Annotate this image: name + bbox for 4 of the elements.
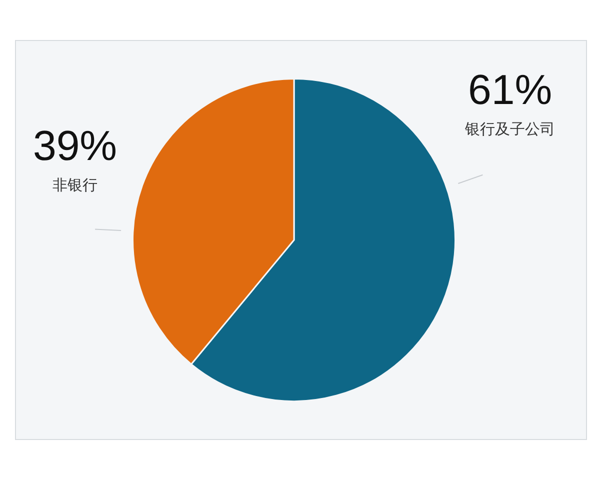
data-label: 61%	[468, 66, 552, 114]
data-label: 39%	[32, 122, 118, 170]
slice-label: 银行及子公司	[464, 120, 556, 138]
slice-label: 非银行	[52, 176, 98, 194]
